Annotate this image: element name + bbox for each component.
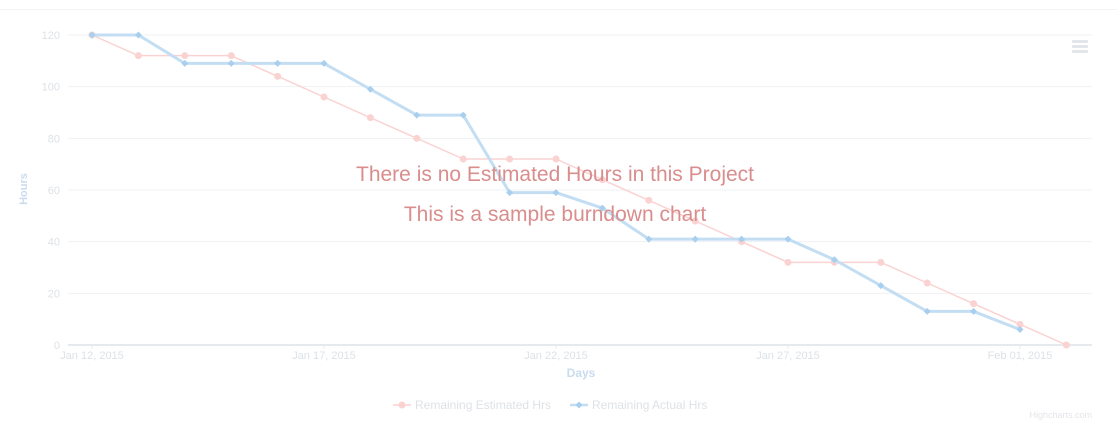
data-point: [877, 282, 885, 290]
legend[interactable]: Remaining Estimated Hrs Remaining Actual …: [393, 398, 707, 412]
data-point: [506, 155, 514, 163]
grid-layer: [68, 34, 1092, 346]
data-point: [227, 59, 235, 67]
data-point: [413, 111, 421, 119]
data-point: [784, 258, 792, 266]
legend-item[interactable]: Remaining Actual Hrs: [570, 398, 707, 412]
overlay-message-subtitle: This is a sample burndown chart: [403, 203, 707, 226]
data-point: [366, 114, 374, 122]
data-point: [598, 204, 606, 212]
data-point: [923, 307, 931, 315]
data-point: [134, 31, 142, 39]
data-point: [459, 155, 467, 163]
data-point: [506, 189, 514, 197]
data-point: [274, 59, 282, 67]
data-point: [645, 196, 653, 204]
data-point: [738, 235, 746, 243]
y-tick-label: 60: [48, 185, 60, 197]
data-point: [691, 235, 699, 243]
legend-label: Remaining Estimated Hrs: [415, 398, 551, 412]
x-axis-title: Days: [567, 366, 596, 380]
data-point: [366, 85, 374, 93]
data-point: [320, 59, 328, 67]
data-point: [877, 258, 885, 266]
chart-menu-button[interactable]: [1066, 36, 1096, 58]
data-point: [134, 52, 142, 60]
y-tick-label: 80: [48, 133, 60, 145]
legend-symbol-marker: [398, 401, 406, 409]
top-rule: [0, 9, 1117, 10]
x-tick-label: Jan 27, 2015: [756, 350, 820, 362]
y-tick-label: 120: [42, 30, 60, 42]
x-tick-label: Feb 01, 2015: [988, 350, 1053, 362]
data-point: [181, 59, 189, 67]
data-point: [923, 279, 931, 287]
menu-icon-bar: [1072, 40, 1088, 43]
x-tick-label: Jan 12, 2015: [60, 350, 124, 362]
menu-icon-bar: [1072, 45, 1088, 48]
series-estimated: [88, 31, 1070, 349]
data-point: [1016, 326, 1024, 333]
y-tick-label: 0: [54, 340, 60, 352]
data-point: [88, 31, 96, 39]
y-axis-title: Hours: [18, 173, 30, 205]
y-tick-label: 40: [48, 237, 60, 249]
data-point: [1062, 341, 1070, 349]
x-axis-ticks: Jan 12, 2015 Jan 17, 2015 Jan 22, 2015 Jan …: [60, 345, 1052, 362]
credits-link[interactable]: Highcharts.com: [1029, 410, 1092, 420]
data-point: [274, 72, 282, 80]
data-point: [552, 189, 560, 197]
data-point: [598, 176, 606, 184]
menu-icon-bar: [1072, 50, 1088, 53]
y-axis-ticks: 0 20 40 60 80 100 120: [42, 30, 60, 352]
legend-symbol-marker: [575, 401, 583, 409]
series-layer: [88, 31, 1070, 349]
data-point: [970, 300, 978, 308]
data-point: [784, 235, 792, 243]
data-point: [830, 256, 838, 264]
data-point: [181, 52, 189, 60]
y-tick-label: 20: [48, 288, 60, 300]
y-tick-label: 100: [42, 82, 60, 94]
data-point: [227, 52, 235, 60]
overlay-message-title: There is no Estimated Hours in this Proj…: [356, 163, 754, 186]
legend-item[interactable]: Remaining Estimated Hrs: [393, 398, 551, 412]
data-point: [645, 235, 653, 243]
x-tick-label: Jan 22, 2015: [524, 350, 588, 362]
data-point: [413, 134, 421, 142]
data-point: [552, 155, 560, 163]
x-tick-label: Jan 17, 2015: [292, 350, 356, 362]
data-point: [459, 111, 467, 119]
data-point: [691, 217, 699, 225]
data-point: [1016, 320, 1024, 328]
data-point: [320, 93, 328, 101]
legend-label: Remaining Actual Hrs: [592, 398, 707, 412]
series-actual: [88, 31, 1024, 333]
series-line: [91, 34, 1067, 346]
data-point: [970, 307, 978, 315]
